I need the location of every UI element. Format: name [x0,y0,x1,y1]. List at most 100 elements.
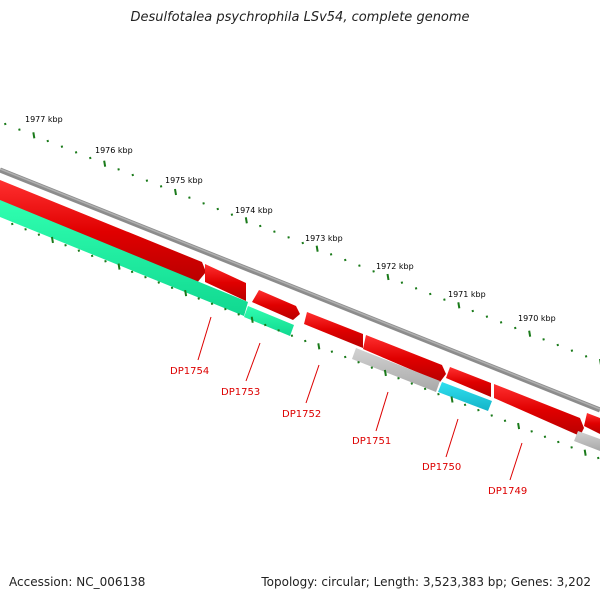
minor-tick [556,343,559,347]
minor-tick [542,338,545,341]
gene-label-dp1750[interactable]: DP1750 [422,462,461,473]
gene-label-dp1753[interactable]: DP1753 [221,387,260,398]
scale-label: 1972 kbp [376,262,414,271]
minor-tick [330,350,334,353]
gene-reverse-gray-1[interactable] [352,348,440,392]
major-tick [184,289,188,297]
major-tick [117,263,121,270]
minor-tick [131,173,134,177]
minor-tick [414,287,418,290]
minor-tick [188,196,191,199]
minor-tick [277,329,280,332]
minor-tick [197,297,200,300]
minor-tick [443,298,446,301]
major-tick [317,343,321,350]
minor-tick [397,376,400,380]
gene-forward-2[interactable] [205,264,246,301]
minor-tick [423,387,427,391]
minor-tick [370,366,374,369]
minor-tick [530,430,533,433]
gene-label-dp1751[interactable]: DP1751 [352,436,391,447]
accession-text: Accession: NC_006138 [9,575,146,589]
major-tick [457,302,461,309]
gene-forward-8[interactable] [584,413,600,434]
minor-tick [429,292,432,296]
scale-labels: 1977 kbp 1976 kbp 1975 kbp 1974 kbp 1973 kbp… [25,115,556,323]
gene-forward-6[interactable] [446,367,491,397]
gene-reverse-cyan-1[interactable] [438,382,492,411]
forward-strand [0,180,600,436]
minor-tick [485,315,489,318]
gene-label-dp1752[interactable]: DP1752 [282,409,321,420]
minor-tick [490,414,493,417]
gene-forward-5[interactable] [363,335,446,382]
minor-tick [224,307,227,311]
minor-tick [90,254,94,258]
scale-label: 1971 kbp [448,290,486,299]
minor-tick [357,361,360,364]
minor-tick [157,281,160,284]
gene-label-connector [509,442,523,481]
minor-tick [18,128,21,131]
minor-tick [77,249,81,252]
gene-reverse-teal-1[interactable] [0,200,248,316]
scale-label: 1974 kbp [235,206,273,215]
scale-label: 1976 kbp [95,146,133,155]
minor-tick [499,321,503,324]
inner-scale-ticks [11,222,600,460]
minor-tick [329,253,333,256]
reverse-strand [0,200,600,451]
minor-tick [259,224,262,228]
gene-label-connector [445,418,459,458]
minor-tick [301,241,304,245]
minor-tick [290,334,294,337]
minor-tick [130,270,134,274]
outer-scale-ticks [4,122,600,366]
minor-tick [24,228,27,231]
minor-tick [170,286,174,290]
minor-tick [344,258,347,262]
minor-tick [463,403,467,407]
gene-label-dp1754[interactable]: DP1754 [170,366,209,377]
minor-tick [60,145,64,148]
gene-forward-7[interactable] [494,384,584,436]
major-tick [386,273,390,281]
scale-label: 1975 kbp [165,176,203,185]
gene-labels: DP1754 DP1753 DP1752 DP1751 DP1750 DP174… [170,316,527,497]
minor-tick [37,233,41,236]
minor-tick [264,323,267,327]
major-tick [250,316,254,323]
gene-forward-3[interactable] [252,290,300,320]
minor-tick [570,349,574,352]
minor-tick [287,236,290,239]
minor-tick [343,355,347,359]
minor-tick [477,408,480,412]
genome-backbone-highlight [0,168,600,410]
minor-tick [358,264,361,267]
gene-label-dp1749[interactable]: DP1749 [488,486,527,497]
minor-tick [89,156,92,160]
gene-label-connector [305,364,320,404]
minor-tick [557,440,560,444]
gene-reverse-gray-2[interactable] [574,431,600,451]
minor-tick [503,419,507,423]
minor-tick [437,392,440,396]
major-tick [174,188,177,196]
minor-tick [570,446,573,449]
gene-reverse-teal-2[interactable] [244,306,294,336]
minor-tick [117,168,120,171]
gene-forward-1[interactable] [0,180,206,284]
genome-title: Desulfotalea psychrophila LSv54, complet… [130,10,470,25]
scale-label: 1973 kbp [305,234,343,243]
genome-backbone [0,167,600,413]
major-tick [103,160,107,167]
gene-forward-4[interactable] [304,312,363,348]
minor-tick [273,230,276,233]
major-tick [528,330,532,337]
gene-label-connector [197,316,212,361]
major-tick [315,245,319,252]
minor-tick [11,222,14,226]
minor-tick [202,202,205,205]
major-tick [383,369,387,377]
